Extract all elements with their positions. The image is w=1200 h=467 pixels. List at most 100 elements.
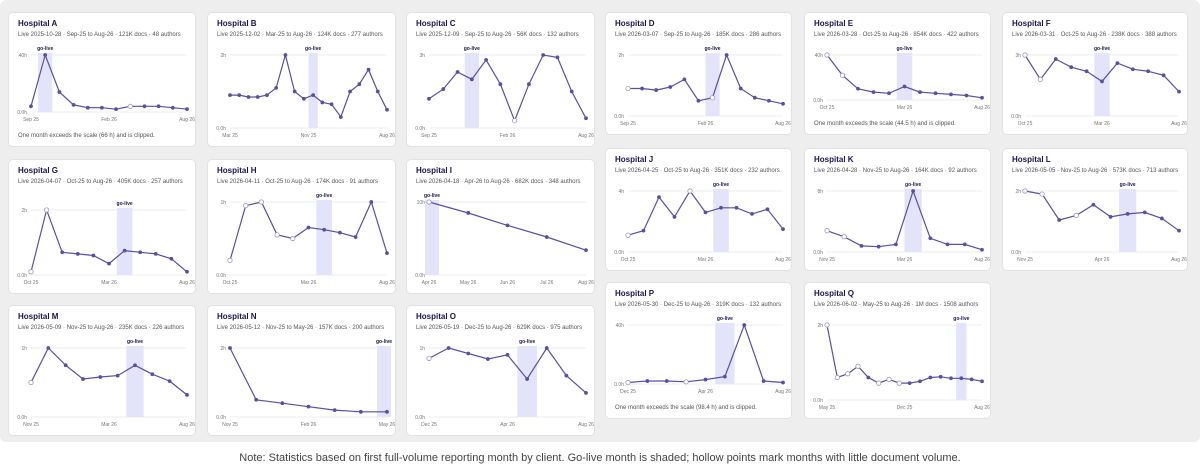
golive-label: go-live <box>37 46 53 52</box>
data-point <box>57 90 62 94</box>
data-point <box>945 242 950 247</box>
data-point <box>369 200 374 204</box>
chart-card: Hospital I Live 2026-04-18 · Apr-26 to Au… <box>406 159 595 294</box>
chart-title: Hospital A <box>18 19 58 28</box>
golive-shade <box>425 200 439 275</box>
data-point-hollow <box>43 207 50 213</box>
golive-shade <box>517 346 537 417</box>
x-tick-label: Aug 26 <box>578 133 594 139</box>
chart-card: Hospital B Live 2025-12-02 · Mar-25 to Au… <box>207 12 396 147</box>
data-point <box>544 235 549 239</box>
golive-shade <box>126 346 144 417</box>
x-tick-label: Dec 25 <box>897 405 913 411</box>
chart-subtitle: Live 2026-05-12 · Nov-25 to May-26 · 157… <box>217 325 385 331</box>
x-tick-label: Jun 26 <box>500 280 515 286</box>
x-tick-label: Oct 25 <box>223 280 238 286</box>
data-point-hollow <box>886 376 892 382</box>
y-tick-label: 1h <box>21 346 27 352</box>
chart-subtitle: Live 2026-05-05 · Nov-25 to Aug-26 · 573… <box>1012 168 1179 174</box>
data-point <box>91 253 96 258</box>
y-tick-label: 40h <box>19 53 28 59</box>
data-point <box>722 374 727 379</box>
y-tick-label: 40h <box>815 53 824 59</box>
data-point <box>254 397 259 402</box>
series-line <box>1024 190 1180 232</box>
x-tick-label: Mar 26 <box>101 280 117 286</box>
data-point <box>322 227 327 232</box>
data-point <box>60 250 65 255</box>
data-point <box>765 207 770 212</box>
y-tick-label: 3h <box>419 53 425 59</box>
golive-shade <box>715 323 735 384</box>
data-point-hollow <box>243 203 249 209</box>
data-point <box>348 89 352 94</box>
data-point <box>169 256 174 261</box>
chart-card: Hospital F Live 2026-03-31 · Oct-25 to Au… <box>1002 12 1188 135</box>
chart-card: Hospital P Live 2026-05-30 · Dec-25 to Au… <box>605 282 792 419</box>
data-point <box>311 93 316 98</box>
data-point <box>980 379 984 384</box>
x-tick-label: Mar 26 <box>301 280 317 286</box>
chart-svg: 0.0h 40h go-live Dec 25 Apr 26 Aug 26 <box>614 316 791 395</box>
data-point <box>964 93 969 98</box>
data-point <box>1146 69 1151 74</box>
data-point-hollow <box>1022 188 1028 194</box>
y-tick-label: 0.0h <box>216 415 226 421</box>
chart-card: Hospital E Live 2026-03-28 · Oct-25 to Au… <box>804 12 991 135</box>
data-point <box>338 115 343 119</box>
x-tick-label: Dec 25 <box>421 422 437 428</box>
data-point <box>1161 73 1166 78</box>
data-point <box>682 77 687 82</box>
data-point <box>907 381 912 386</box>
chart-subtitle: Live 2025-12-02 · Mar-25 to Aug-26 · 124… <box>217 32 383 38</box>
data-point <box>71 102 76 107</box>
data-point-hollow <box>834 374 840 381</box>
chart-title: Hospital P <box>615 289 655 298</box>
x-tick-label: May 26 <box>379 422 396 428</box>
chart-card: Hospital L Live 2026-05-05 · Nov-25 to Au… <box>1002 148 1188 271</box>
data-point-hollow <box>512 118 518 124</box>
y-tick-label: 1h <box>220 200 226 206</box>
x-tick-label: Mar 25 <box>222 133 238 139</box>
series-line <box>229 347 387 413</box>
golive-shade <box>904 189 922 252</box>
y-tick-label: 0.0h <box>1011 250 1021 256</box>
data-point <box>703 210 708 215</box>
data-point-hollow <box>841 234 847 240</box>
x-tick-label: Nov 25 <box>222 422 238 428</box>
data-point-hollow <box>824 228 830 234</box>
data-point <box>43 53 48 57</box>
chart-title: Hospital K <box>814 155 854 164</box>
golive-shade <box>713 189 729 252</box>
data-point <box>115 373 120 378</box>
data-point <box>306 225 311 230</box>
x-tick-label: Feb 26 <box>301 422 317 428</box>
y-tick-label: 0.0h <box>813 98 823 104</box>
data-point <box>283 53 288 57</box>
golive-shade <box>377 346 391 417</box>
chart-title: Hospital M <box>18 312 59 321</box>
data-point <box>911 189 916 193</box>
x-tick-label: Nov 25 <box>301 133 317 139</box>
data-point <box>170 105 175 110</box>
golive-label: go-live <box>519 339 535 345</box>
y-tick-label: 2h <box>220 346 226 352</box>
data-point <box>441 87 446 91</box>
chart-svg: 0.0h 2h go-live Sep 25 Feb 26 Aug 26 <box>614 46 791 127</box>
y-tick-label: 1h <box>419 346 425 352</box>
data-point <box>525 377 530 381</box>
y-tick-label: 0.0h <box>415 126 425 132</box>
x-tick-label: Mar 26 <box>101 422 117 428</box>
data-point <box>246 95 251 99</box>
data-point <box>1053 57 1058 61</box>
golive-label: go-live <box>316 193 332 199</box>
x-tick-label: Oct 25 <box>621 257 636 263</box>
chart-subtitle: Live 2026-05-09 · Nov-25 to Aug-26 · 235… <box>18 325 185 331</box>
chart-svg: 0.0h 2h go-live Nov 25 Feb 26 May 26 <box>216 339 396 428</box>
data-point <box>1108 215 1113 219</box>
x-tick-label: Aug 26 <box>379 280 395 286</box>
x-tick-label: Oct 25 <box>1018 121 1033 127</box>
chart-card: Hospital O Live 2026-05-19 · Dec-25 to Au… <box>406 305 595 436</box>
chart-subtitle: Live 2026-03-28 · Oct-25 to Aug-26 · 854… <box>814 32 979 38</box>
